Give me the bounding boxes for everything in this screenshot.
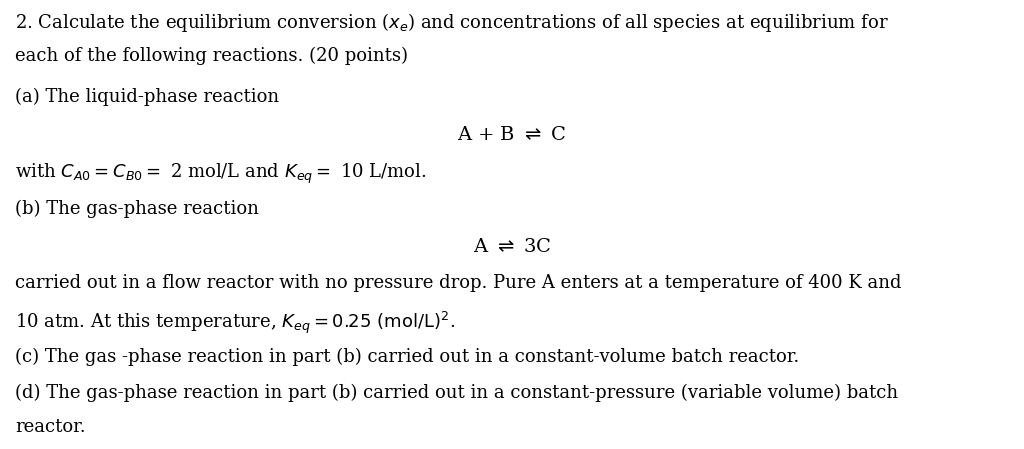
Text: (a) The liquid-phase reaction: (a) The liquid-phase reaction — [15, 88, 280, 106]
Text: reactor.: reactor. — [15, 418, 86, 436]
Text: with $C_{A0} = C_{B0} = $ 2 mol/L and $K_{eq} = $ 10 L/mol.: with $C_{A0} = C_{B0} = $ 2 mol/L and $K… — [15, 162, 427, 186]
Text: (b) The gas-phase reaction: (b) The gas-phase reaction — [15, 200, 259, 218]
Text: A + B $\rightleftharpoons$ C: A + B $\rightleftharpoons$ C — [458, 126, 566, 144]
Text: (d) The gas-phase reaction in part (b) carried out in a constant-pressure (varia: (d) The gas-phase reaction in part (b) c… — [15, 384, 898, 402]
Text: each of the following reactions. (20 points): each of the following reactions. (20 poi… — [15, 47, 409, 66]
Text: 10 atm. At this temperature, $K_{eq} = 0.25\ (\mathrm{mol/L})^2$.: 10 atm. At this temperature, $K_{eq} = 0… — [15, 310, 456, 336]
Text: A $\rightleftharpoons$ 3C: A $\rightleftharpoons$ 3C — [473, 238, 551, 256]
Text: carried out in a flow reactor with no pressure drop. Pure A enters at a temperat: carried out in a flow reactor with no pr… — [15, 274, 902, 292]
Text: (c) The gas -phase reaction in part (b) carried out in a constant-volume batch r: (c) The gas -phase reaction in part (b) … — [15, 348, 800, 366]
Text: 2. Calculate the equilibrium conversion ($x_e$) and concentrations of all specie: 2. Calculate the equilibrium conversion … — [15, 11, 889, 34]
